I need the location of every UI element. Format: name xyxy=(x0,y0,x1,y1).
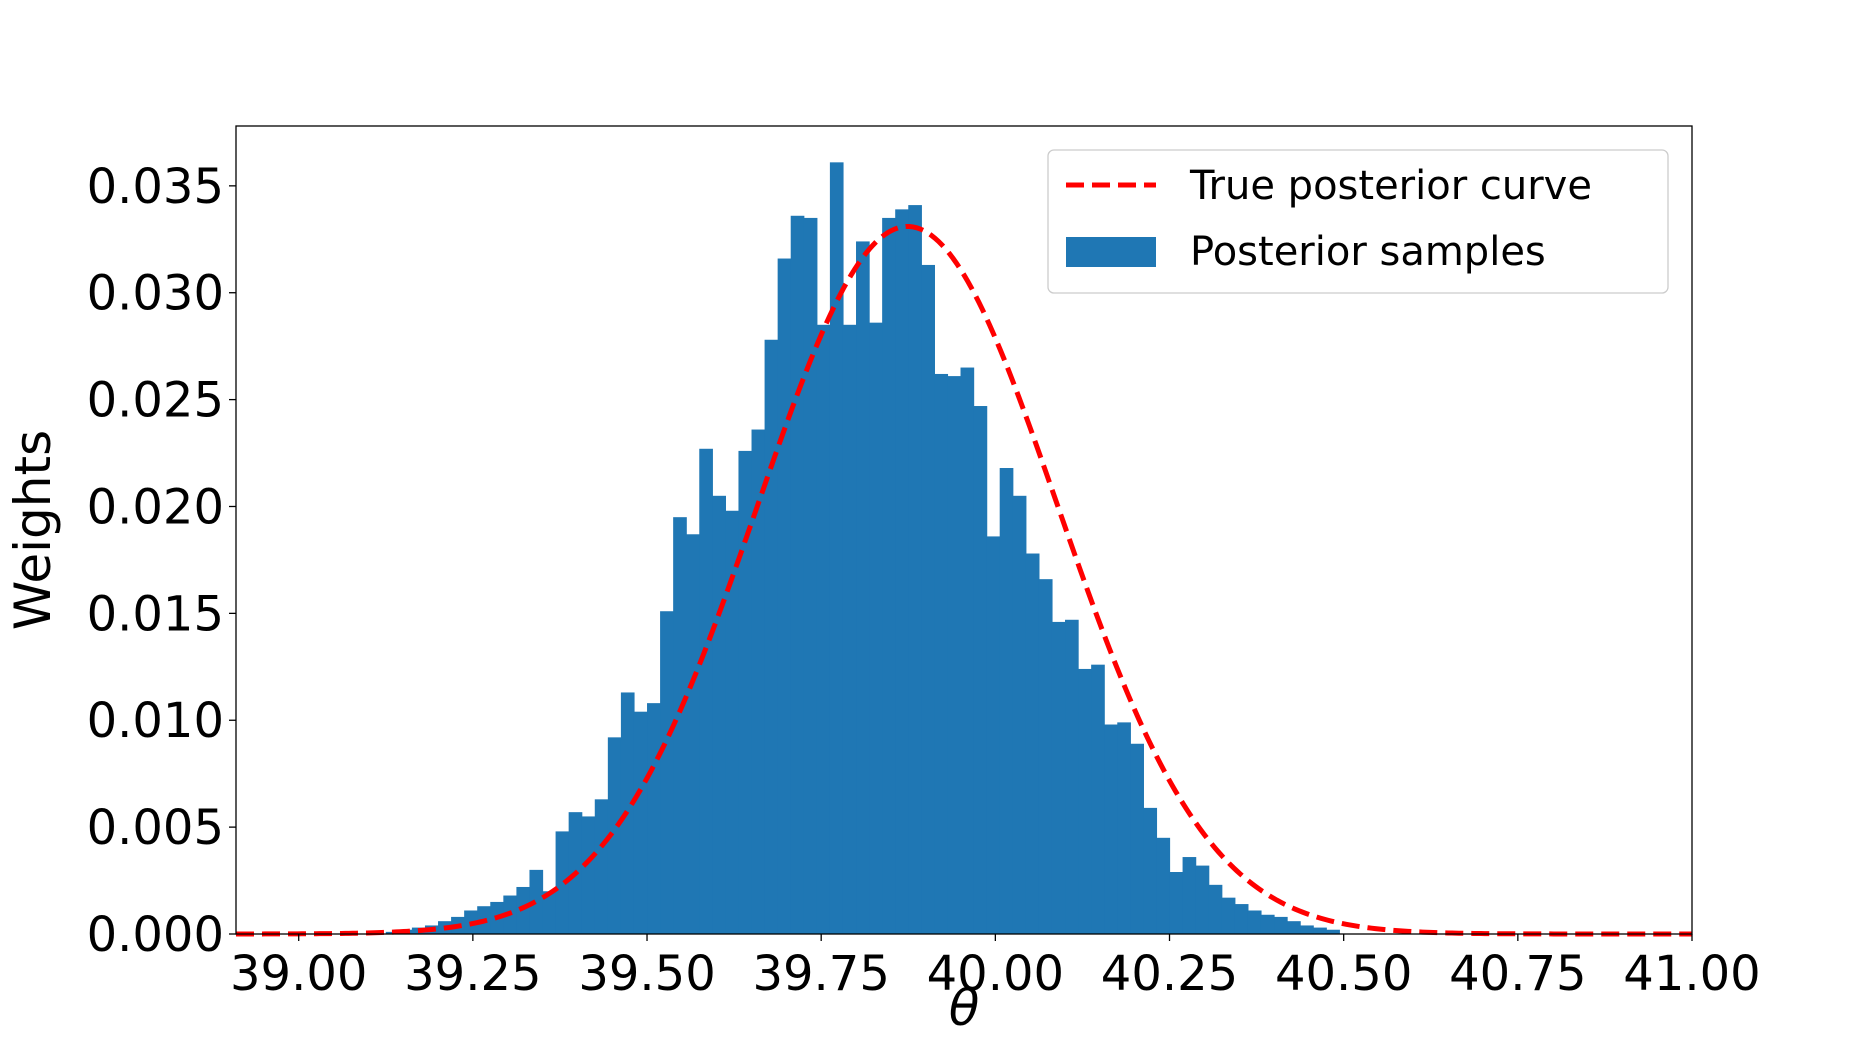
histogram-bar xyxy=(555,831,570,934)
histogram-bar xyxy=(842,324,857,934)
histogram-bar xyxy=(1221,897,1236,934)
y-tick-label: 0.005 xyxy=(87,800,224,856)
histogram-bar xyxy=(960,367,975,934)
histogram-bar xyxy=(594,799,609,934)
histogram-bar xyxy=(816,324,831,934)
legend-patch-swatch xyxy=(1066,237,1156,267)
histogram-bar xyxy=(1313,927,1327,934)
histogram-bar xyxy=(1143,807,1158,934)
x-tick-label: 39.75 xyxy=(752,946,889,1002)
y-tick-label: 0.025 xyxy=(87,373,224,429)
x-tick-label: 40.75 xyxy=(1449,946,1586,1002)
histogram-bar xyxy=(908,205,922,934)
histogram-bar xyxy=(882,217,896,934)
histogram-bar xyxy=(999,468,1014,934)
histogram-bar xyxy=(1247,910,1262,934)
histogram-bar xyxy=(1104,724,1118,934)
histogram-bar xyxy=(1208,884,1223,934)
x-tick-label: 40.50 xyxy=(1275,946,1412,1002)
histogram-bar xyxy=(1156,837,1171,934)
histogram-bar xyxy=(1234,904,1249,934)
bars-layer xyxy=(385,162,1340,935)
histogram-bar xyxy=(895,209,909,934)
histogram-bar xyxy=(1078,668,1092,934)
x-tick-label: 41.00 xyxy=(1623,946,1760,1002)
histogram-bar xyxy=(856,241,870,934)
histogram-bar xyxy=(660,611,674,934)
histogram-bar xyxy=(1169,872,1184,934)
legend-box xyxy=(1047,149,1669,294)
histogram-bar xyxy=(751,429,766,934)
histogram-bar xyxy=(581,816,596,934)
histogram-bar xyxy=(790,215,805,934)
y-tick-label: 0.010 xyxy=(87,693,224,749)
histogram-bar xyxy=(1117,722,1131,934)
x-tick-label: 40.00 xyxy=(927,946,1064,1002)
histogram-bar xyxy=(516,886,531,934)
legend: True posterior curve Posterior samples xyxy=(1047,149,1669,294)
histogram-bar xyxy=(1260,914,1275,934)
y-tick-label: 0.030 xyxy=(87,266,224,322)
legend-label-samples: Posterior samples xyxy=(1190,229,1546,275)
histogram-bar xyxy=(1025,553,1040,934)
histogram-bar xyxy=(777,258,792,934)
histogram-bar xyxy=(712,495,726,934)
legend-label-curve: True posterior curve xyxy=(1189,163,1592,209)
histogram-bar xyxy=(934,373,949,935)
histogram-bar xyxy=(1051,621,1066,934)
histogram-bar xyxy=(1012,495,1027,934)
histogram-bar xyxy=(986,536,1001,934)
histogram-bar xyxy=(699,448,713,934)
histogram-bar xyxy=(542,891,557,934)
histogram-bar xyxy=(1065,619,1079,934)
histogram-bar xyxy=(738,450,753,934)
histogram-bar xyxy=(1038,579,1053,934)
histogram-bar xyxy=(869,322,883,934)
histogram-bar xyxy=(647,703,661,934)
y-axis-label: Weights xyxy=(4,430,62,630)
histogram-bar xyxy=(1091,664,1105,934)
histogram-bar xyxy=(1287,921,1301,934)
histogram-bar xyxy=(1195,865,1210,934)
histogram-bar xyxy=(529,869,544,934)
curve-layer xyxy=(236,224,1692,937)
histogram-bar xyxy=(973,406,988,934)
histogram-bar xyxy=(1300,925,1314,934)
histogram-bar xyxy=(947,376,962,935)
histogram-bar xyxy=(686,534,700,934)
x-axis: 39.00 39.25 39.50 39.75 40.00 40.25 40.50 40.75… xyxy=(230,934,1761,1002)
histogram-bar xyxy=(607,737,622,934)
y-tick-label: 0.035 xyxy=(87,159,224,215)
histogram-bar xyxy=(725,510,740,934)
histogram-bar xyxy=(633,711,648,934)
histogram-bar xyxy=(1182,857,1197,934)
y-axis: 0.000 0.005 0.010 0.015 0.020 0.025 0.030 0.035 xyxy=(87,159,236,963)
histogram-bar xyxy=(1130,743,1144,934)
x-axis-label: θ xyxy=(949,979,980,1037)
x-tick-label: 39.50 xyxy=(578,946,715,1002)
y-tick-label: 0.015 xyxy=(87,586,224,642)
posterior-curve xyxy=(236,224,1692,937)
histogram-bar xyxy=(1274,916,1288,934)
x-tick-label: 39.25 xyxy=(404,946,541,1002)
histogram-bar xyxy=(921,264,935,935)
histogram-bar xyxy=(1326,929,1340,934)
histogram-bar xyxy=(764,339,779,935)
x-tick-label: 39.00 xyxy=(230,946,367,1002)
histogram-bar xyxy=(803,217,818,934)
y-tick-label: 0.000 xyxy=(87,907,224,963)
plot-frame xyxy=(235,125,1693,935)
x-tick-label: 40.25 xyxy=(1101,946,1238,1002)
histogram-bar xyxy=(829,162,844,934)
histogram-bar xyxy=(673,517,687,934)
y-tick-label: 0.020 xyxy=(87,479,224,535)
